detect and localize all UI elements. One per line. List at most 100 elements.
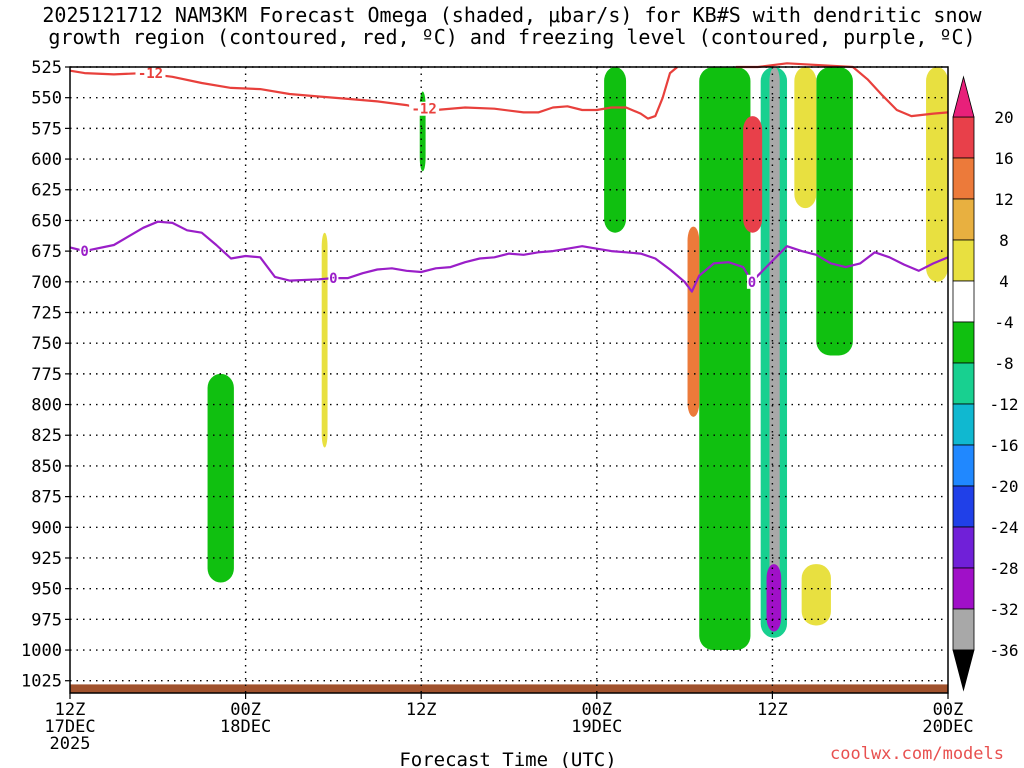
y-tick-label: 925 (31, 549, 62, 569)
colorbar-label: -12 (990, 395, 1019, 414)
grid-layer (70, 66, 948, 693)
y-tick-label: 525 (31, 58, 62, 78)
colorbar-bottom-arrow (952, 649, 975, 692)
colorbar-bin (952, 116, 975, 159)
x-tick-label: 00Z (230, 700, 261, 720)
y-tick-label: 775 (31, 365, 62, 385)
colorbar-bin (952, 362, 975, 405)
colorbar-bin (952, 280, 975, 323)
x-tick-label: 2025 (50, 734, 91, 754)
plot-frame-layer (69, 66, 949, 694)
omega-blob (207, 373, 234, 583)
colorbar-bin (952, 526, 975, 569)
y-tick-label: 825 (31, 426, 62, 446)
colorbar-label: 16 (994, 149, 1013, 168)
x-tick-label: 17DEC (44, 717, 95, 737)
colorbar-label: -24 (990, 518, 1019, 537)
colorbar-label: -28 (990, 559, 1019, 578)
colorbar-label: 8 (999, 231, 1009, 250)
x-tick-label: 12Z (55, 700, 86, 720)
red-contour-label-bg (409, 101, 440, 116)
y-tick-label: 550 (31, 89, 62, 109)
y-tick-label: 800 (31, 396, 62, 416)
purple-contour-label: 0 (80, 244, 88, 260)
omega-blob (321, 232, 328, 448)
colorbar: 20 16 12 8 4 -4 -8 -12 -16 -20 -24 -28 -32 -36 (952, 75, 1019, 692)
title-line-1: 2025121712 NAM3KM Forecast Omega (shaded… (42, 3, 982, 27)
y-tick-label: 700 (31, 273, 62, 293)
y-tick-label: 1000 (21, 641, 62, 661)
y-tick-label: 600 (31, 150, 62, 170)
colorbar-label: -36 (990, 641, 1019, 660)
colorbar-label: 4 (999, 272, 1009, 291)
y-tick-label: 950 (31, 580, 62, 600)
red-contour-label: -12 (138, 66, 163, 82)
omega-blob (699, 67, 751, 651)
purple-contour-label: 0 (329, 271, 337, 287)
red-contour-line (735, 62, 949, 118)
colorbar-bin (952, 444, 975, 487)
omega-blob (769, 67, 780, 620)
y-tick-label: 625 (31, 181, 62, 201)
colorbar-bin (952, 198, 975, 241)
purple-contour-label-bg (328, 271, 339, 286)
x-tick-label: 18DEC (220, 717, 271, 737)
y-tick-label: 675 (31, 242, 62, 262)
colorbar-label: 20 (994, 108, 1013, 127)
omega-shading-layer (207, 67, 948, 651)
colorbar-bin (952, 157, 975, 200)
omega-blob (766, 564, 782, 632)
red-contour-label-bg (135, 66, 166, 81)
y-tick-label: 975 (31, 610, 62, 630)
x-tick-label: 12Z (757, 700, 788, 720)
x-tick-label: 19DEC (571, 717, 622, 737)
terrain-layer (70, 684, 948, 693)
x-tick-label: 00Z (933, 700, 964, 720)
x-tick-label: 00Z (581, 700, 612, 720)
contour-layer: -12 -12 0 0 0 (69, 62, 949, 293)
y-axis: 525 550 575 600 625 650 675 700 725 750 775 800 825 8… (21, 58, 70, 692)
colorbar-label: -32 (990, 600, 1019, 619)
colorbar-label: -20 (990, 477, 1019, 496)
credit-text: coolwx.com/models (830, 744, 1004, 764)
red-contour-label: -12 (411, 102, 436, 118)
y-tick-label: 850 (31, 457, 62, 477)
colorbar-label: -8 (994, 354, 1013, 373)
colorbar-bin (952, 485, 975, 528)
red-contour-line (69, 66, 679, 120)
colorbar-top-arrow (952, 75, 975, 118)
terrain-fill (70, 684, 948, 693)
colorbar-bin (952, 403, 975, 446)
x-tick-label: 12Z (406, 700, 437, 720)
omega-blob (794, 67, 817, 209)
colorbar-label: -4 (994, 313, 1013, 332)
omega-blob (687, 226, 700, 417)
purple-contour-label: 0 (748, 275, 756, 291)
colorbar-bin (952, 567, 975, 610)
omega-blob (604, 67, 627, 233)
plot-frame (69, 66, 949, 694)
omega-blob (816, 67, 853, 356)
purple-contour-label-bg (746, 274, 757, 289)
y-tick-label: 725 (31, 303, 62, 323)
colorbar-bin (952, 239, 975, 282)
y-tick-label: 750 (31, 334, 62, 354)
colorbar-bin (952, 608, 975, 651)
colorbar-bin (952, 321, 975, 364)
chart-title: 2025121712 NAM3KM Forecast Omega (shaded… (0, 4, 1024, 48)
y-tick-label: 575 (31, 119, 62, 139)
colorbar-label: -16 (990, 436, 1019, 455)
y-tick-label: 650 (31, 211, 62, 231)
omega-blob (801, 564, 831, 626)
omega-blob (743, 116, 763, 233)
omega-blob (926, 67, 948, 282)
title-line-2: growth region (contoured, red, ºC) and f… (48, 25, 976, 49)
purple-contour-line (69, 220, 949, 293)
y-tick-label: 875 (31, 488, 62, 508)
colorbar-label: 12 (994, 190, 1013, 209)
x-axis-label: Forecast Time (UTC) (399, 749, 616, 768)
y-tick-label: 1025 (21, 672, 62, 692)
purple-contour-label-bg (79, 244, 90, 259)
